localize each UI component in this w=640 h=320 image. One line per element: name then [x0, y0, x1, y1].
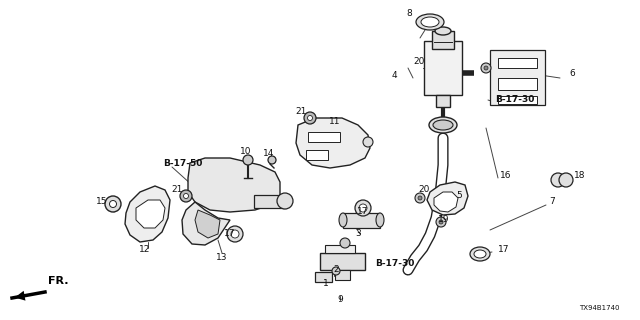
Circle shape	[551, 173, 565, 187]
Text: 20: 20	[413, 57, 424, 66]
Text: 3: 3	[355, 228, 361, 237]
Text: 17: 17	[357, 206, 369, 215]
Circle shape	[268, 156, 276, 164]
Bar	[308, 132, 340, 142]
Circle shape	[355, 200, 371, 216]
Circle shape	[436, 217, 446, 227]
Bar	[498, 58, 537, 68]
Circle shape	[332, 267, 340, 275]
Bar	[306, 150, 328, 160]
Text: 17: 17	[224, 228, 236, 237]
Circle shape	[105, 196, 121, 212]
Ellipse shape	[339, 213, 347, 227]
Text: 13: 13	[216, 252, 228, 261]
Polygon shape	[182, 202, 230, 245]
Polygon shape	[195, 210, 220, 238]
Text: B-17-30: B-17-30	[375, 259, 414, 268]
Circle shape	[559, 173, 573, 187]
Circle shape	[418, 196, 422, 200]
Text: TX94B1740: TX94B1740	[579, 305, 620, 311]
Ellipse shape	[376, 213, 384, 227]
Ellipse shape	[429, 117, 457, 133]
Circle shape	[109, 201, 116, 207]
Circle shape	[307, 116, 312, 121]
Ellipse shape	[435, 27, 451, 35]
Text: 4: 4	[392, 70, 397, 79]
Text: FR.: FR.	[48, 276, 68, 286]
Circle shape	[359, 204, 367, 212]
Text: 8: 8	[406, 10, 412, 19]
Text: 10: 10	[240, 148, 252, 156]
Circle shape	[227, 226, 243, 242]
Bar	[254, 195, 285, 208]
Text: 2: 2	[333, 266, 339, 275]
Text: 1: 1	[323, 278, 329, 287]
Circle shape	[439, 220, 443, 224]
Polygon shape	[125, 186, 170, 242]
Text: 18: 18	[574, 171, 586, 180]
Text: 6: 6	[569, 69, 575, 78]
Text: 16: 16	[500, 171, 511, 180]
Circle shape	[277, 193, 293, 209]
Text: 17: 17	[498, 245, 509, 254]
Circle shape	[340, 238, 350, 248]
Text: 21: 21	[296, 107, 307, 116]
Circle shape	[180, 190, 192, 202]
Circle shape	[363, 137, 373, 147]
Polygon shape	[188, 158, 280, 212]
Bar	[498, 78, 537, 90]
Polygon shape	[136, 200, 165, 228]
Polygon shape	[427, 182, 468, 215]
Text: 20: 20	[418, 186, 429, 195]
Bar	[432, 31, 454, 49]
Polygon shape	[490, 50, 545, 105]
Bar	[436, 95, 450, 107]
Text: 12: 12	[140, 245, 150, 254]
Text: 5: 5	[456, 191, 461, 201]
Circle shape	[415, 193, 425, 203]
Text: 9: 9	[337, 295, 343, 305]
Text: B-17-30: B-17-30	[495, 95, 534, 105]
Bar	[424, 41, 462, 95]
Circle shape	[484, 66, 488, 70]
Ellipse shape	[433, 120, 453, 130]
Bar	[343, 213, 380, 228]
Bar	[335, 270, 350, 280]
Text: 11: 11	[329, 117, 340, 126]
Circle shape	[184, 194, 189, 198]
Bar	[315, 272, 332, 282]
Ellipse shape	[416, 14, 444, 30]
Text: 7: 7	[549, 197, 555, 206]
Text: B-17-50: B-17-50	[163, 159, 202, 169]
Polygon shape	[296, 118, 370, 168]
Circle shape	[231, 230, 239, 238]
Ellipse shape	[470, 247, 490, 261]
Text: 21: 21	[172, 186, 183, 195]
Text: 14: 14	[263, 149, 275, 158]
Ellipse shape	[421, 17, 439, 27]
Bar	[325, 245, 355, 253]
Circle shape	[481, 63, 491, 73]
Bar	[498, 96, 537, 104]
Ellipse shape	[474, 250, 486, 258]
Text: 19: 19	[438, 215, 449, 225]
Bar	[320, 253, 365, 270]
Circle shape	[304, 112, 316, 124]
Polygon shape	[434, 192, 458, 212]
Circle shape	[243, 155, 253, 165]
Text: 15: 15	[95, 197, 107, 206]
